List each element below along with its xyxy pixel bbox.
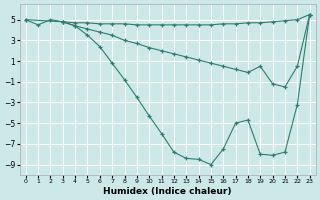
- X-axis label: Humidex (Indice chaleur): Humidex (Indice chaleur): [103, 187, 232, 196]
